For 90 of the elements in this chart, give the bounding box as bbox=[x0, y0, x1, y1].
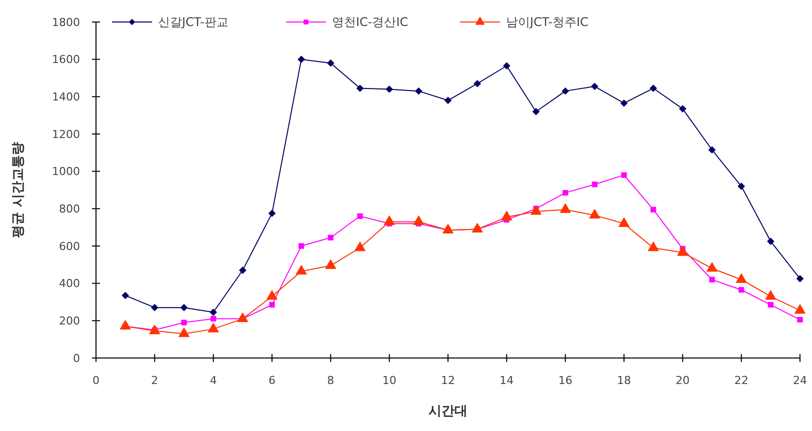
x-tick-label: 0 bbox=[92, 374, 100, 387]
point bbox=[766, 238, 774, 246]
y-tick-label: 0 bbox=[73, 352, 80, 365]
point bbox=[797, 316, 803, 323]
x-axis-title: 시간대 bbox=[428, 404, 468, 419]
point bbox=[384, 215, 395, 226]
point bbox=[502, 62, 510, 70]
point bbox=[620, 100, 628, 107]
point bbox=[150, 304, 158, 312]
x-tick-label: 20 bbox=[676, 374, 690, 387]
x-tick-label: 12 bbox=[441, 374, 455, 387]
point bbox=[648, 242, 659, 252]
point bbox=[474, 80, 482, 88]
point bbox=[120, 320, 131, 330]
x-tick-label: 10 bbox=[382, 374, 396, 387]
point bbox=[442, 224, 454, 234]
point bbox=[621, 172, 627, 178]
point bbox=[325, 259, 336, 269]
point bbox=[386, 86, 394, 93]
point bbox=[268, 210, 276, 218]
point bbox=[356, 84, 364, 92]
y-tick-label: 1400 bbox=[52, 90, 80, 104]
point bbox=[706, 262, 718, 272]
y-axis-title: 평균 시간교통량 bbox=[11, 142, 26, 238]
x-tick-label: 8 bbox=[327, 374, 334, 387]
point bbox=[736, 273, 747, 283]
point bbox=[592, 182, 598, 188]
point bbox=[530, 205, 542, 215]
x-tick-label: 2 bbox=[151, 374, 158, 387]
point bbox=[181, 320, 187, 326]
point bbox=[269, 302, 275, 308]
y-tick-label: 1600 bbox=[52, 53, 80, 66]
point bbox=[709, 276, 715, 282]
point bbox=[208, 322, 219, 332]
point bbox=[590, 82, 598, 90]
point bbox=[708, 146, 716, 154]
point bbox=[562, 87, 570, 95]
point bbox=[298, 56, 306, 64]
point bbox=[444, 96, 452, 104]
point bbox=[532, 108, 540, 116]
x-tick-label: 4 bbox=[210, 374, 217, 387]
point bbox=[472, 222, 483, 232]
y-tick-label: 1800 bbox=[52, 16, 80, 29]
point bbox=[298, 243, 304, 249]
point bbox=[768, 302, 774, 308]
point bbox=[678, 105, 686, 112]
x-tick-label: 18 bbox=[617, 374, 631, 387]
x-tick-label: 16 bbox=[558, 374, 572, 387]
y-tick-label: 400 bbox=[59, 277, 80, 290]
point bbox=[354, 242, 366, 252]
legend-label: 남이JCT-청주IC bbox=[506, 15, 588, 30]
point bbox=[794, 304, 806, 314]
x-tick-label: 22 bbox=[734, 374, 748, 387]
point bbox=[650, 84, 658, 92]
point bbox=[560, 203, 571, 213]
y-tick-label: 200 bbox=[59, 314, 80, 328]
point bbox=[357, 213, 363, 219]
point bbox=[738, 182, 746, 190]
point bbox=[738, 287, 744, 293]
y-tick-label: 1000 bbox=[52, 165, 80, 178]
point bbox=[413, 215, 424, 226]
x-tick-label: 6 bbox=[268, 374, 276, 387]
point bbox=[562, 190, 568, 196]
point bbox=[237, 312, 248, 322]
point bbox=[210, 316, 216, 322]
x-tick-label: 24 bbox=[793, 374, 807, 387]
point bbox=[210, 308, 218, 316]
point bbox=[296, 264, 307, 274]
point bbox=[238, 266, 246, 274]
point bbox=[796, 274, 804, 282]
point bbox=[650, 206, 656, 212]
point bbox=[765, 290, 776, 300]
point bbox=[677, 246, 688, 256]
point bbox=[618, 217, 630, 227]
point bbox=[180, 304, 188, 312]
y-tick-label: 600 bbox=[59, 240, 80, 253]
y-tick-label: 800 bbox=[59, 202, 80, 216]
point bbox=[501, 210, 512, 220]
x-tick-label: 14 bbox=[500, 374, 514, 387]
point bbox=[266, 290, 278, 300]
point bbox=[414, 87, 422, 95]
legend-label: 신갈JCT-판교 bbox=[158, 15, 228, 30]
point bbox=[122, 292, 130, 300]
point bbox=[326, 59, 334, 67]
point bbox=[178, 327, 190, 338]
point bbox=[149, 324, 160, 334]
legend-label: 영천IC-경산IC bbox=[332, 15, 408, 30]
point bbox=[589, 208, 600, 218]
point bbox=[328, 234, 334, 240]
y-tick-label: 1200 bbox=[52, 128, 80, 141]
